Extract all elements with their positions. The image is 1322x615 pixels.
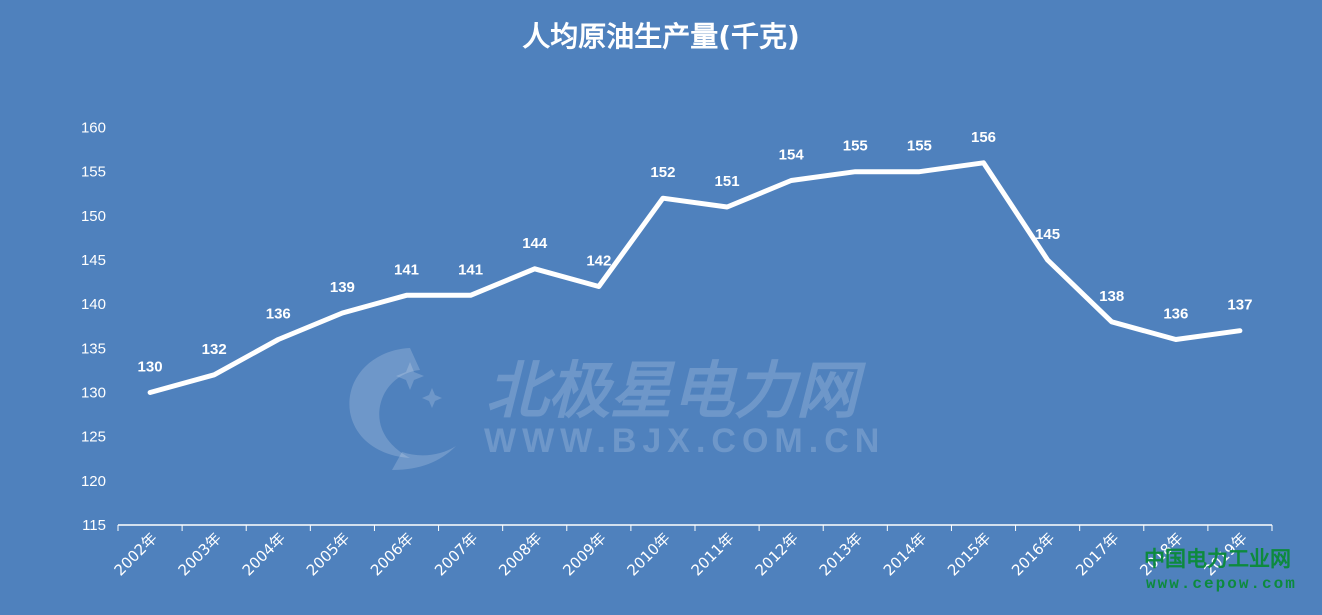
data-label: 154 xyxy=(779,147,805,164)
watermark-main-text: 北极星电力网 xyxy=(486,354,867,427)
y-tick-label: 120 xyxy=(81,473,106,490)
data-label: 142 xyxy=(586,253,611,270)
data-label: 155 xyxy=(843,138,868,155)
x-tick-label: 2015年 xyxy=(944,529,994,579)
x-axis-tick-marks xyxy=(117,525,1273,531)
data-label: 141 xyxy=(394,261,419,278)
corner-watermark-sub-text: www.cepow.com xyxy=(1146,575,1297,593)
data-label: 136 xyxy=(266,306,291,323)
data-label: 155 xyxy=(907,138,932,155)
data-label: 141 xyxy=(458,261,483,278)
watermark-sub-text: WWW.BJX.COM.CN xyxy=(484,422,885,460)
y-tick-label: 115 xyxy=(82,517,106,534)
drop-lines xyxy=(149,162,1241,525)
y-tick-label: 145 xyxy=(81,252,106,269)
x-tick-label: 2003年 xyxy=(175,529,225,579)
y-tick-label: 140 xyxy=(81,296,106,313)
data-label: 152 xyxy=(650,164,675,181)
y-tick-label: 125 xyxy=(81,429,106,446)
x-tick-label: 2013年 xyxy=(816,529,866,579)
data-label: 138 xyxy=(1099,288,1124,305)
x-tick-label: 2012年 xyxy=(752,529,802,579)
y-tick-label: 150 xyxy=(81,208,106,225)
watermark-center: 北极星电力网 WWW.BJX.COM.CN xyxy=(349,348,885,470)
corner-watermark-main-text: 中国电力工业网 xyxy=(1144,547,1291,571)
data-label: 130 xyxy=(138,359,163,376)
y-tick-label: 130 xyxy=(81,385,106,402)
x-tick-label: 2004年 xyxy=(239,529,289,579)
watermark-corner: 中国电力工业网 www.cepow.com xyxy=(1144,547,1297,593)
chart-title: 人均原油生产量(千克) xyxy=(522,20,800,53)
x-tick-label: 2009年 xyxy=(559,529,609,579)
data-label: 137 xyxy=(1227,297,1252,314)
x-tick-label: 2011年 xyxy=(688,529,738,579)
x-tick-label: 2008年 xyxy=(495,529,545,579)
data-label: 132 xyxy=(202,341,227,358)
data-label: 156 xyxy=(971,129,996,146)
x-tick-label: 2014年 xyxy=(880,529,930,579)
data-label: 136 xyxy=(1163,306,1188,323)
data-label: 145 xyxy=(1035,226,1060,243)
x-tick-label: 2006年 xyxy=(367,529,417,579)
star-logo-icon xyxy=(349,348,456,470)
x-tick-label: 2005年 xyxy=(303,529,353,579)
y-tick-label: 160 xyxy=(81,120,106,137)
data-labels: 130 132 136 139 141 141 144 142 152 151 154 155 155 1… xyxy=(138,129,1253,376)
x-tick-label: 2010年 xyxy=(623,529,673,579)
y-axis-labels: 115 120 125 130 135 140 145 150 155 160 xyxy=(81,120,106,535)
data-label: 139 xyxy=(330,279,355,296)
y-tick-label: 135 xyxy=(81,340,106,357)
x-axis-labels: 2002年 2003年 2004年 2005年 2006年 2007年 2008年 2009年… xyxy=(111,529,1251,579)
data-label: 151 xyxy=(715,173,740,190)
x-tick-label: 2002年 xyxy=(111,529,161,579)
x-tick-label: 2017年 xyxy=(1072,529,1122,579)
series-line xyxy=(147,160,1243,395)
y-tick-label: 155 xyxy=(81,164,106,181)
x-tick-label: 2016年 xyxy=(1008,529,1058,579)
x-tick-label: 2007年 xyxy=(431,529,481,579)
data-label: 144 xyxy=(522,235,548,252)
